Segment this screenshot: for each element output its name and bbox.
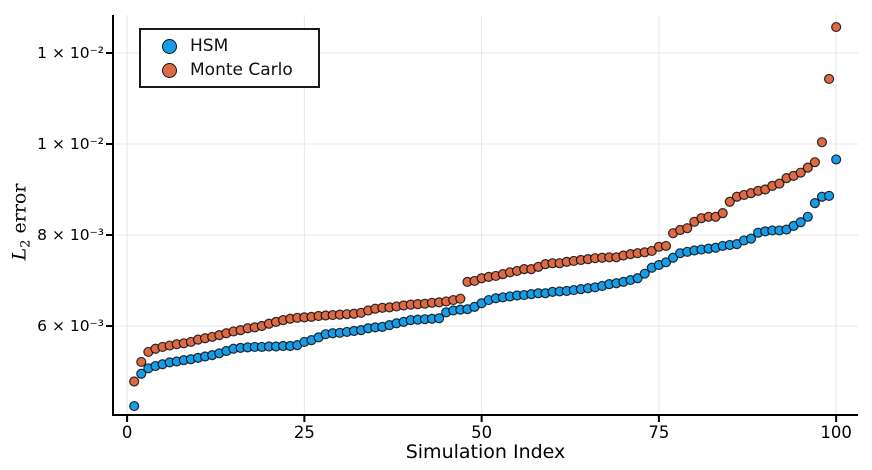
data-point-monte-carlo xyxy=(795,167,806,178)
data-point-hsm xyxy=(745,233,757,244)
x-tick-label: 0 xyxy=(122,423,133,442)
data-point-monte-carlo xyxy=(660,240,672,252)
x-tick-label: 75 xyxy=(648,423,669,442)
y-tick-label: 1 × 10⁻² xyxy=(37,135,104,153)
data-point-hsm xyxy=(433,313,445,324)
data-point-hsm xyxy=(809,198,820,209)
x-tick-label: 100 xyxy=(820,423,852,442)
y-axis-title-text: error xyxy=(8,183,31,240)
y-axis-title: L2 error xyxy=(9,184,34,261)
legend-item-hsm: HSM xyxy=(162,36,318,57)
legend: HSM Monte Carlo xyxy=(139,28,320,88)
data-point-hsm xyxy=(795,217,806,228)
data-point-hsm xyxy=(632,273,643,284)
data-point-hsm xyxy=(823,190,835,201)
data-point-monte-carlo xyxy=(724,196,735,207)
y-tick-label: 6 × 10⁻³ xyxy=(37,317,104,335)
y-axis-title-subscript: 2 xyxy=(18,239,34,248)
y-axis-title-symbol: L xyxy=(8,247,31,261)
y-tick-label: 8 × 10⁻³ xyxy=(37,226,104,244)
data-point-monte-carlo xyxy=(717,208,728,219)
x-tick-label: 50 xyxy=(471,423,492,442)
data-point-monte-carlo xyxy=(129,376,140,387)
data-point-hsm xyxy=(639,268,650,279)
data-point-monte-carlo xyxy=(823,73,835,85)
data-point-hsm xyxy=(802,211,813,222)
data-point-monte-carlo xyxy=(831,21,842,33)
legend-label-monte-carlo: Monte Carlo xyxy=(190,59,293,80)
data-point-monte-carlo xyxy=(682,223,693,234)
data-point-hsm xyxy=(129,400,140,412)
legend-label-hsm: HSM xyxy=(190,35,229,56)
data-point-monte-carlo xyxy=(136,356,147,368)
data-point-hsm xyxy=(831,154,842,165)
legend-item-monte-carlo: Monte Carlo xyxy=(162,60,318,81)
hsm-marker-icon xyxy=(162,38,177,54)
x-axis-title: Simulation Index xyxy=(405,441,566,463)
data-point-monte-carlo xyxy=(455,293,466,304)
data-point-monte-carlo xyxy=(774,178,785,189)
data-point-monte-carlo xyxy=(816,137,828,148)
data-point-monte-carlo xyxy=(809,157,820,168)
data-point-hsm xyxy=(660,257,672,268)
data-point-hsm xyxy=(667,252,679,263)
monte-carlo-marker-icon xyxy=(162,62,177,78)
x-tick-label: 25 xyxy=(294,423,315,442)
data-point-monte-carlo xyxy=(802,162,813,173)
data-point-hsm xyxy=(136,368,147,379)
y-tick-label: 1 × 10⁻² xyxy=(37,44,104,62)
